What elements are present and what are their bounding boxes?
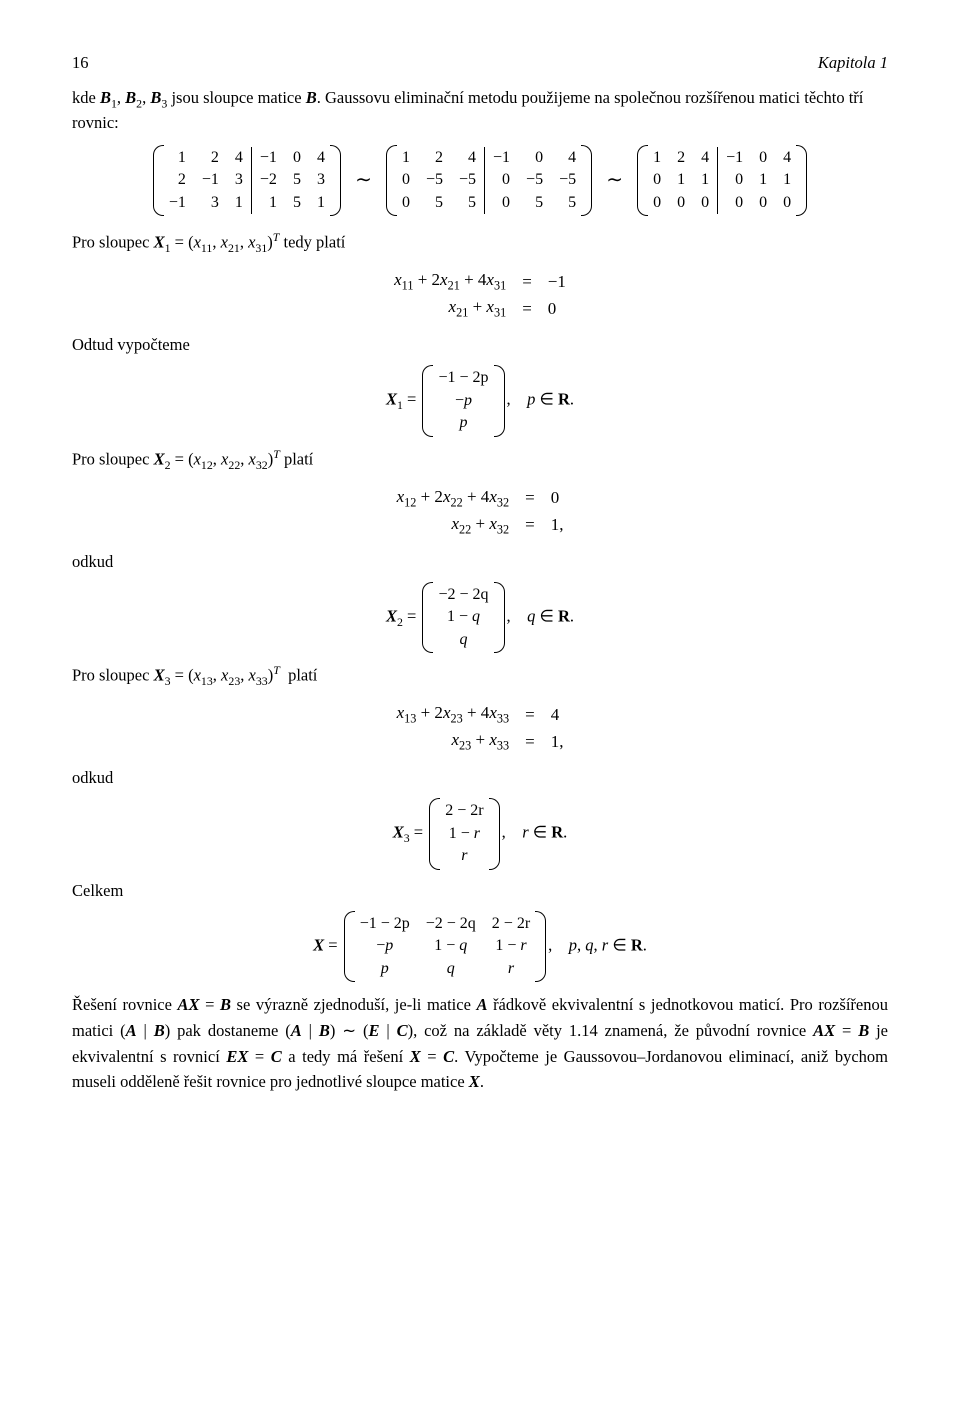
result-x: X = −1 − 2p−2 − 2q2 − 2r−p1 − q1 − rpqr,… [72,913,888,980]
paragraph-final: Řešení rovnice AX = B se výrazně zjednod… [72,992,888,1094]
param-text: , p ∈ R. [507,390,575,409]
elimination-row: 124−1042−13−253−131151 ∼ 124−1040−5−50−5… [72,147,888,214]
paragraph-sloupec-x1: Pro sloupec X1 = (x11, x21, x31)T tedy p… [72,230,888,256]
matrix-x: −1 − 2p−2 − 2q2 − 2r−p1 − q1 − rpqr [344,913,546,980]
vector-x3: 2 − 2r1 − rr [429,800,499,867]
paragraph-odkud-2: odkud [72,767,888,788]
result-label: X [386,606,397,625]
paragraph-odkud-1: odkud [72,551,888,572]
result-label: X [386,390,397,409]
system-x2: x12 + 2x22 + 4x32=0x22 + x32=1, [72,485,888,539]
tilde-symbol: ∼ [355,168,372,194]
param-text: , r ∈ R. [502,823,568,842]
matrix-2: 124−1040−5−50−5−5055055 [386,147,592,214]
paragraph-odtud: Odtud vypočteme [72,334,888,355]
page-number: 16 [72,52,89,73]
vector-x1: −1 − 2p−pp [422,367,504,434]
result-x1: X1 = −1 − 2p−pp, p ∈ R. [72,367,888,434]
result-x3: X3 = 2 − 2r1 − rr, r ∈ R. [72,800,888,867]
chapter-title: Kapitola 1 [818,52,888,73]
param-text: , q ∈ R. [507,606,575,625]
result-x2: X2 = −2 − 2q1 − qq, q ∈ R. [72,584,888,651]
result-label: X [313,935,324,954]
paragraph-celkem: Celkem [72,880,888,901]
paragraph-intro: kde B1, B2, B3 jsou sloupce matice B. Ga… [72,87,888,133]
param-text: , p, q, r ∈ R. [548,935,647,954]
vector-x2: −2 − 2q1 − qq [422,584,504,651]
matrix-3: 124−104011011000000 [637,147,807,214]
page-header: 16 Kapitola 1 [72,52,888,73]
system-x3: x13 + 2x23 + 4x33=4x23 + x33=1, [72,701,888,755]
result-label: X [393,823,404,842]
matrix-1: 124−1042−13−253−131151 [153,147,341,214]
system-x1: x11 + 2x21 + 4x31=−1x21 + x31=0 [72,268,888,322]
paragraph-sloupec-x3: Pro sloupec X3 = (x13, x23, x33)T platí [72,663,888,689]
tilde-symbol: ∼ [606,168,623,194]
paragraph-sloupec-x2: Pro sloupec X2 = (x12, x22, x32)T platí [72,447,888,473]
